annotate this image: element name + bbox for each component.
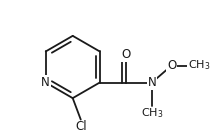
Text: Cl: Cl <box>75 120 87 132</box>
Text: CH$_3$: CH$_3$ <box>141 106 163 120</box>
Text: N: N <box>148 76 156 89</box>
Text: N: N <box>41 76 50 89</box>
Text: CH$_3$: CH$_3$ <box>189 59 211 72</box>
Text: O: O <box>121 48 130 61</box>
Text: O: O <box>167 59 176 72</box>
